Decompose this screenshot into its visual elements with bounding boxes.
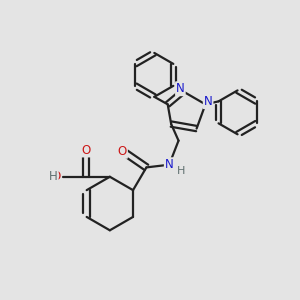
Text: O: O — [81, 143, 90, 157]
Text: N: N — [165, 158, 173, 171]
Text: O: O — [118, 145, 127, 158]
Text: N: N — [176, 82, 185, 95]
Text: H: H — [177, 167, 185, 176]
Text: N: N — [204, 95, 212, 108]
Text: O: O — [52, 170, 61, 183]
Text: H: H — [49, 170, 58, 183]
